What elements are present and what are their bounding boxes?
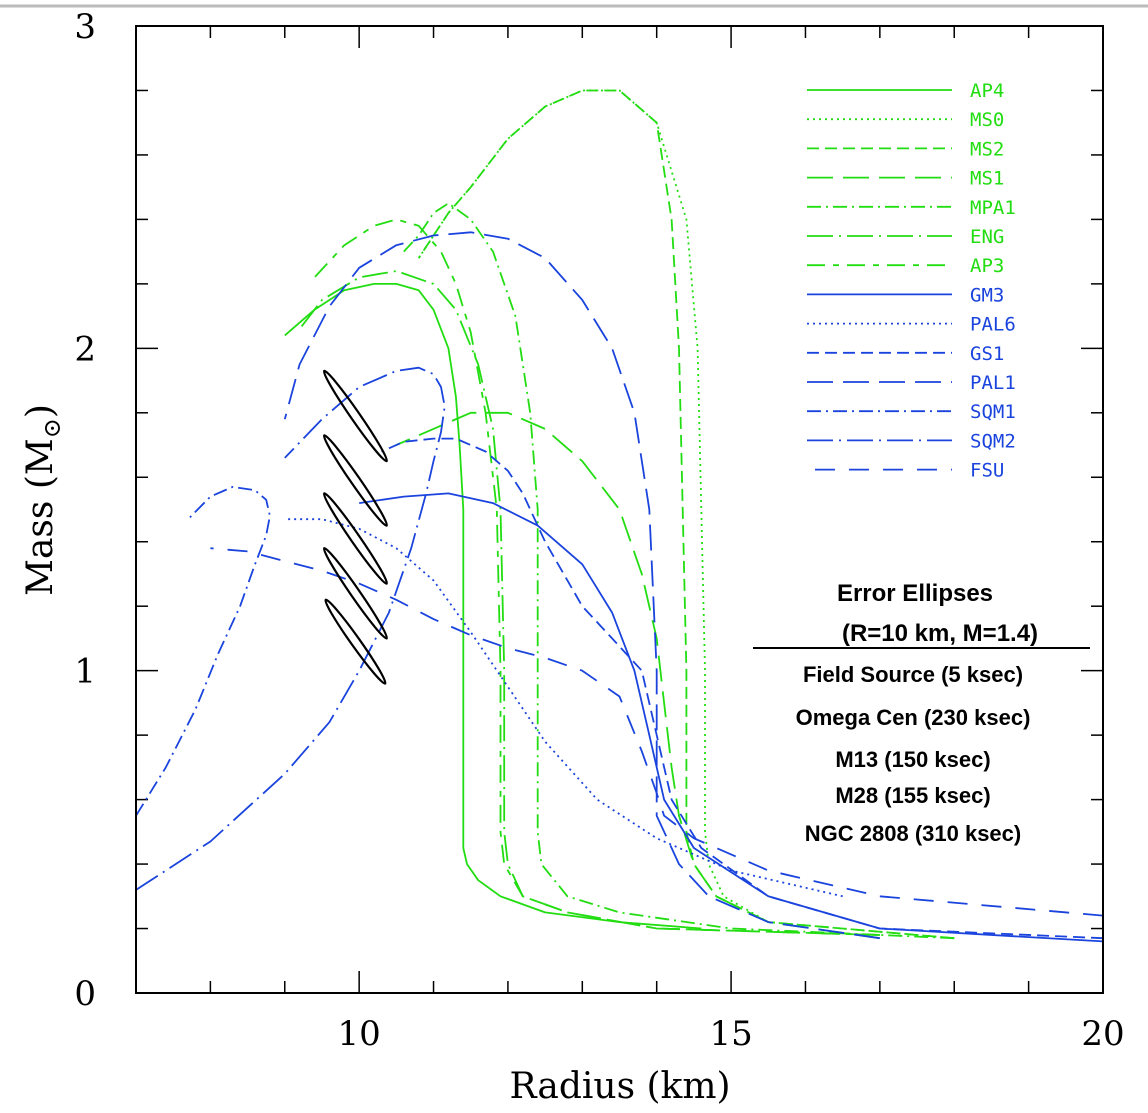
svg-text:Mass (M⊙): Mass (M⊙) bbox=[20, 404, 66, 596]
series-line-gs1 bbox=[381, 437, 1104, 940]
sun-symbol: ⊙ bbox=[38, 418, 66, 438]
legend-label-ms1: MS1 bbox=[970, 168, 1004, 190]
legend-label-pal1: PAL1 bbox=[970, 372, 1016, 394]
y-axis-label-text: Mass (M bbox=[20, 438, 61, 596]
legend-label-gm3: GM3 bbox=[970, 284, 1004, 306]
legend-label-ap4: AP4 bbox=[970, 80, 1004, 102]
series-line-ap4 bbox=[284, 283, 702, 930]
axis-ticks bbox=[136, 26, 1103, 993]
series-line-fsu bbox=[210, 547, 1104, 917]
annotation-line-2: Omega Cen (230 ksec) bbox=[796, 705, 1031, 730]
legend-label-ms0: MS0 bbox=[970, 109, 1004, 131]
error-ellipse-annotation: Error Ellipses (R=10 km, M=1.4) Field So… bbox=[753, 580, 1090, 846]
error-ellipse-3 bbox=[322, 492, 388, 585]
error-ellipse-2 bbox=[322, 434, 388, 527]
y-tick-label: 1 bbox=[74, 652, 96, 692]
y-axis-label: Mass (M⊙) bbox=[20, 404, 66, 596]
series-line-ap3 bbox=[313, 218, 880, 936]
annotation-line-4: M28 (155 ksec) bbox=[835, 783, 990, 808]
plot-frame bbox=[135, 25, 1104, 994]
x-tick-label: 15 bbox=[709, 1014, 752, 1054]
annotation-line-3: M13 (150 ksec) bbox=[835, 747, 990, 772]
y-tick-label: 3 bbox=[74, 7, 96, 47]
series-line-pal6 bbox=[284, 518, 843, 898]
error-ellipse-1 bbox=[322, 369, 388, 463]
y-axis-label-close: ) bbox=[20, 404, 61, 418]
error-ellipse-4 bbox=[322, 547, 388, 640]
annotation-line-5: NGC 2808 (310 ksec) bbox=[805, 821, 1021, 846]
annotation-line-1: Field Source (5 ksec) bbox=[803, 662, 1023, 687]
legend-label-eng: ENG bbox=[970, 226, 1004, 248]
legend-label-sqm1: SQM1 bbox=[970, 401, 1016, 423]
error-ellipses bbox=[322, 369, 388, 685]
series-line-sqm1 bbox=[135, 486, 271, 817]
series-line-ms2 bbox=[417, 89, 955, 940]
x-tick-label: 10 bbox=[338, 1014, 381, 1054]
x-axis-label: Radius (km) bbox=[509, 1066, 730, 1107]
series-line-sqm2 bbox=[135, 366, 446, 891]
legend-label-gs1: GS1 bbox=[970, 343, 1004, 365]
legend-label-pal6: PAL6 bbox=[970, 314, 1016, 336]
series-line-ms0 bbox=[417, 89, 955, 940]
series-line-gm3 bbox=[359, 492, 1104, 943]
legend-label-sqm2: SQM2 bbox=[970, 430, 1016, 452]
legend: AP4 MS0 MS2 MS1 MPA1 ENG AP3 GM3 PAL6 GS1 PAL1 SQM1… bbox=[807, 80, 1016, 482]
x-tick-label: 20 bbox=[1081, 1014, 1124, 1054]
series-line-pal1 bbox=[283, 231, 880, 940]
legend-label-ap3: AP3 bbox=[970, 255, 1004, 277]
legend-label-mpa1: MPA1 bbox=[970, 197, 1016, 219]
legend-label-ms2: MS2 bbox=[970, 138, 1004, 160]
error-ellipse-5 bbox=[324, 598, 387, 685]
eos-curves bbox=[135, 89, 1104, 943]
series-line-mpa1 bbox=[403, 202, 955, 940]
y-tick-label: 0 bbox=[74, 974, 96, 1014]
y-tick-label: 2 bbox=[74, 329, 96, 369]
legend-label-fsu: FSU bbox=[970, 460, 1004, 482]
annotation-subtitle: (R=10 km, M=1.4) bbox=[842, 620, 1038, 647]
tick-labels: 10 15 20 0 1 2 3 bbox=[74, 7, 1124, 1054]
series-line-eng bbox=[298, 270, 880, 936]
annotation-title: Error Ellipses bbox=[837, 580, 993, 607]
